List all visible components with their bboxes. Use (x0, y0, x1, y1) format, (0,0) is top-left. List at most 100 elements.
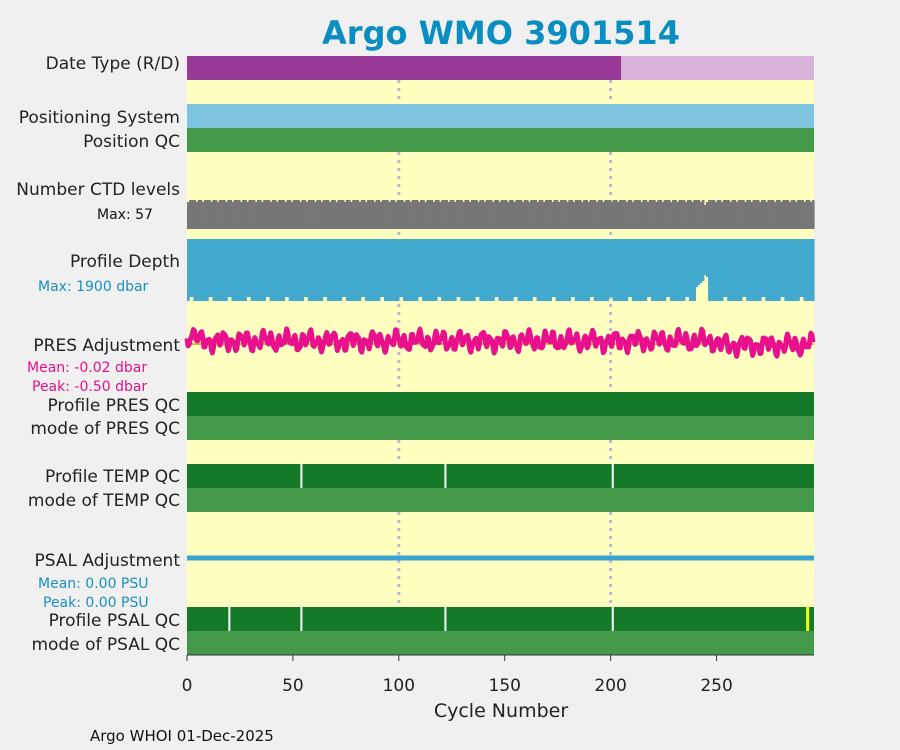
depth-bar-162 (530, 239, 533, 301)
ctd-bar-106 (411, 200, 415, 229)
depth-bar-140 (483, 239, 487, 301)
depth-bar-215 (642, 239, 646, 301)
depth-bar-260 (737, 239, 741, 301)
ctd-bar-115 (430, 200, 434, 229)
label-psal-adjustment: PSAL Adjustment (35, 551, 181, 571)
ctd-bar-111 (422, 200, 425, 229)
depth-bar-133 (468, 239, 472, 301)
ctd-bar-1 (189, 200, 192, 229)
ctd-bar-31 (252, 200, 256, 229)
ctd-bar-67 (328, 202, 332, 229)
depth-bar-239 (693, 239, 696, 301)
ctd-bar-40 (271, 200, 275, 229)
ctd-bar-5 (197, 200, 201, 229)
depth-bar-35 (261, 239, 264, 301)
ctd-bar-64 (322, 200, 326, 229)
ctd-bar-66 (326, 200, 330, 229)
depth-bar-155 (515, 239, 519, 297)
ctd-bar-206 (623, 200, 627, 229)
ctd-bar-203 (617, 202, 620, 229)
depth-bar-207 (625, 239, 629, 301)
ctd-bar-264 (746, 200, 749, 229)
depth-bar-122 (445, 239, 449, 301)
depth-bar-189 (587, 239, 591, 301)
depth-bar-252 (720, 239, 724, 301)
depth-bar-192 (593, 239, 597, 301)
depth-bar-42 (275, 239, 279, 301)
ctd-bar-43 (278, 200, 281, 229)
ctd-bar-135 (472, 200, 476, 229)
depth-bar-132 (466, 239, 470, 301)
depth-bar-284 (788, 239, 792, 301)
depth-bar-123 (447, 239, 451, 301)
ctd-bar-53 (299, 202, 302, 229)
ctd-bar-49 (290, 202, 294, 229)
depth-bar-78 (352, 239, 355, 301)
depth-bar-40 (271, 239, 275, 301)
ctd-bar-189 (587, 202, 591, 229)
ctd-bar-288 (797, 200, 800, 229)
ctd-bar-184 (576, 200, 580, 229)
ctd-bar-168 (542, 202, 546, 229)
ctd-bar-118 (436, 200, 440, 229)
depth-bar-295 (811, 239, 815, 301)
ctd-bar-207 (625, 202, 629, 229)
depth-bar-146 (496, 239, 499, 297)
depth-bar-8 (203, 239, 207, 301)
depth-bar-6 (199, 239, 203, 301)
x-tick-label-200: 200 (594, 676, 626, 696)
depth-bar-166 (538, 239, 542, 301)
psal-mean-label: Mean: 0.00 PSU (38, 576, 149, 592)
ctd-bar-201 (612, 200, 616, 229)
depth-bar-267 (752, 239, 756, 301)
depth-bar-148 (500, 239, 504, 301)
ctd-bar-274 (767, 200, 771, 229)
depth-bar-254 (725, 239, 728, 297)
depth-bar-147 (498, 239, 502, 301)
ctd-bar-263 (744, 202, 747, 229)
ctd-bar-27 (244, 200, 247, 229)
ctd-bar-58 (309, 200, 313, 229)
ctd-bar-276 (771, 200, 775, 229)
ctd-bar-287 (794, 202, 798, 229)
depth-bar-268 (754, 239, 758, 301)
x-tick-label-150: 150 (489, 676, 521, 696)
depth-bar-116 (432, 239, 436, 301)
depth-bar-208 (627, 239, 631, 297)
profile-depth-bars (187, 239, 815, 301)
depth-bar-110 (420, 239, 423, 297)
label-position-qc: Position QC (83, 132, 180, 152)
ctd-bar-180 (568, 200, 572, 229)
depth-bar-246 (708, 239, 711, 301)
depth-bar-141 (485, 239, 489, 301)
ctd-bar-182 (572, 202, 576, 229)
depth-bar-83 (362, 239, 366, 297)
ctd-bar-226 (665, 200, 669, 229)
depth-bar-16 (220, 239, 224, 301)
ctd-bar-55 (303, 200, 307, 229)
depth-bar-62 (318, 239, 322, 301)
depth-bar-279 (777, 239, 781, 301)
psal-qc-yellow-mark-293 (806, 607, 810, 631)
ctd-bar-162 (530, 200, 533, 229)
depth-bar-131 (464, 239, 468, 301)
ctd-bar-262 (741, 200, 745, 229)
depth-bar-165 (536, 239, 540, 301)
depth-bar-86 (369, 239, 372, 301)
ctd-bar-14 (216, 202, 220, 229)
label-data-type: Date Type (R/D) (46, 54, 180, 74)
depth-bar-159 (523, 239, 527, 301)
depth-bar-52 (297, 239, 300, 301)
depth-bar-251 (718, 239, 722, 301)
ctd-bar-227 (667, 200, 671, 229)
ctd-bar-280 (780, 202, 783, 229)
label-profile-psal-qc: Profile PSAL QC (49, 611, 180, 631)
depth-bar-139 (481, 239, 485, 301)
ctd-bar-257 (731, 200, 735, 229)
depth-bar-46 (284, 239, 288, 297)
ctd-bar-78 (352, 200, 355, 229)
ctd-bar-229 (672, 200, 675, 229)
ctd-bar-30 (250, 200, 254, 229)
depth-bar-183 (574, 239, 578, 301)
depth-bar-242 (699, 239, 703, 283)
